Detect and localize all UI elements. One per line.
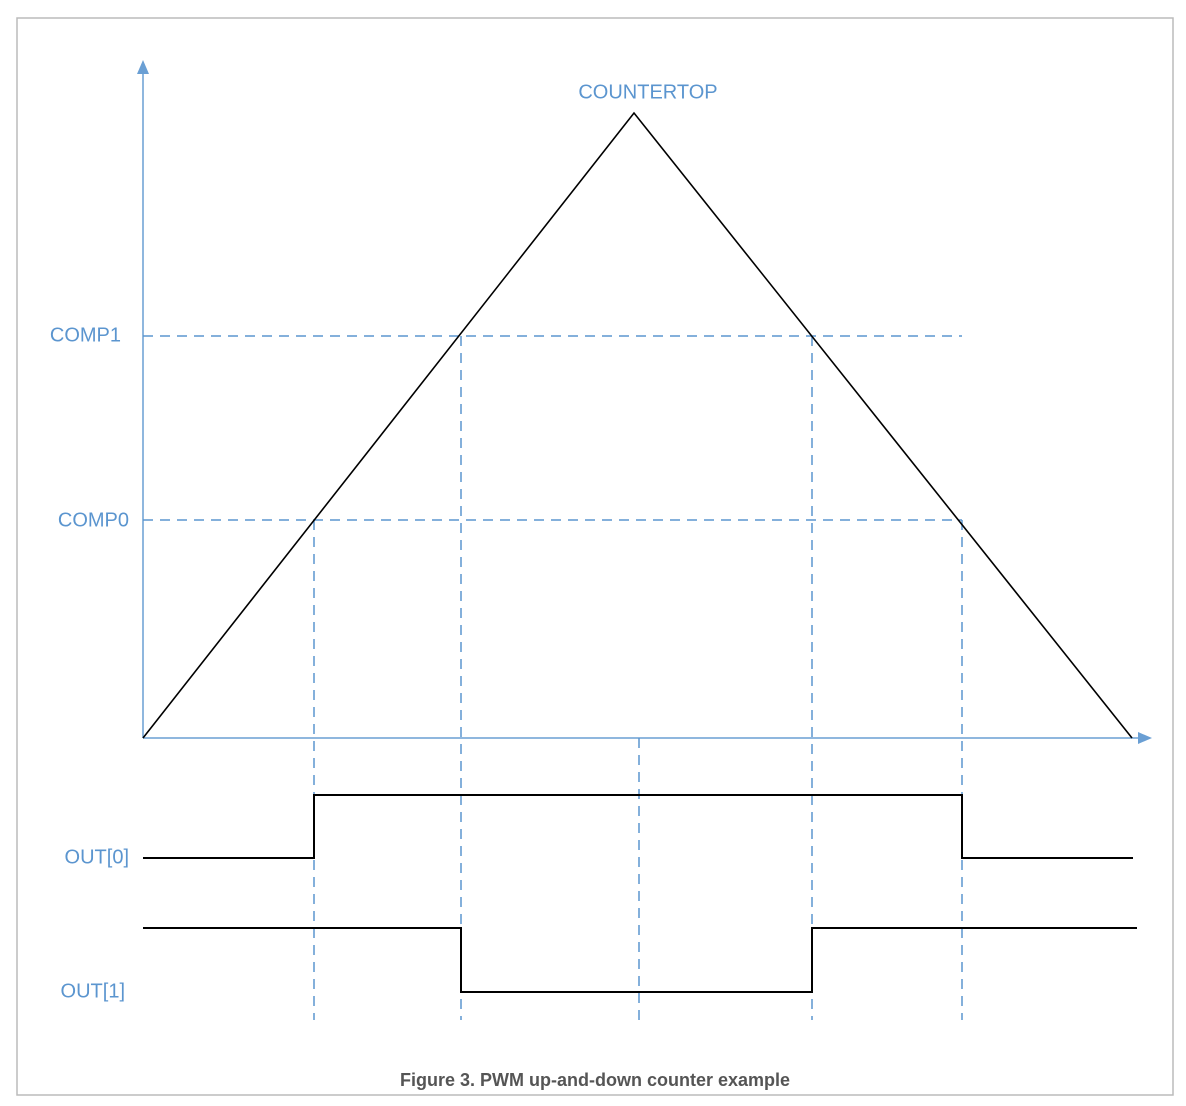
comp1-label: COMP1 (50, 324, 121, 346)
countertop-label: COUNTERTOP (578, 81, 717, 103)
out0-signal (143, 794, 1133, 859)
caption: Figure 3. PWM up-and-down counter exampl… (400, 1070, 790, 1090)
out1-label: OUT[1] (61, 980, 125, 1002)
out0-label: OUT[0] (65, 846, 129, 868)
y-arrow (137, 60, 149, 74)
out1-signal (143, 927, 1137, 993)
comp0-label: COMP0 (58, 509, 129, 531)
x-arrow (1138, 732, 1152, 744)
counter (142, 111, 1133, 739)
frame (16, 17, 1174, 1096)
